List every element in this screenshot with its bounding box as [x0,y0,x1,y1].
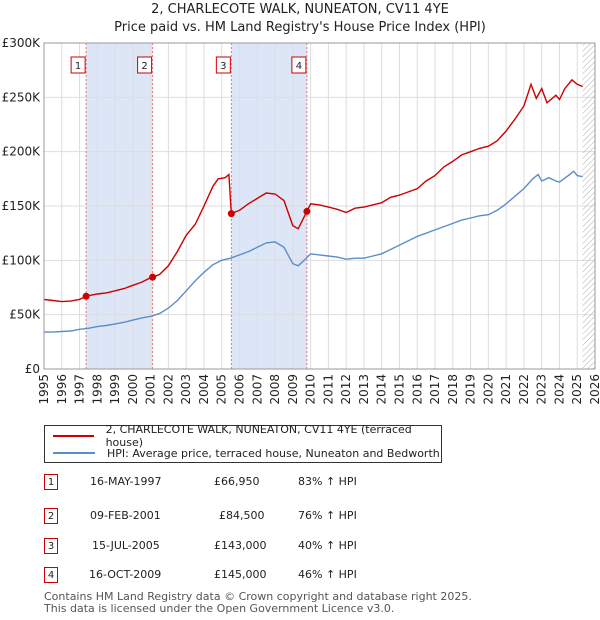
transaction-point [227,210,235,218]
legend-swatch-property [53,435,94,437]
transaction-marker: 3 [44,538,58,554]
series-property-line [43,78,583,303]
transaction-date: 09-FEB-2001 [90,509,161,522]
x-tick-label: 2016 [410,374,424,405]
transaction-price: £143,000 [214,539,267,552]
transaction-hpi: 46% ↑ HPI [298,568,357,581]
x-tick-label: 1996 [55,374,69,405]
transaction-label-box [137,56,153,74]
x-tick-label: 2023 [535,374,549,405]
chart-subtitle: Price paid vs. HM Land Registry's House … [114,20,486,35]
y-tick-label: £200K [2,145,42,159]
x-tick-label: 2021 [499,374,513,405]
plot-frame [43,42,596,370]
x-tick-label: 2022 [517,374,531,405]
x-tick-label: 2019 [464,374,478,405]
price-chart: 1 2 3 4 £0 £50K £100K £150K £200K £250K £300K 1995 1… [2,36,600,405]
x-tick-label: 2025 [570,374,584,405]
future-region [582,43,595,369]
transaction-label: 4 [296,61,302,72]
y-tick-label: £150K [2,199,42,213]
footer-copyright: Contains HM Land Registry data © Crown c… [44,590,472,603]
transaction-label-box [215,56,231,74]
transaction-date: 16-OCT-2009 [89,568,162,581]
x-tick-label: 2005 [215,374,229,405]
transaction-hpi: 76% ↑ HPI [298,509,357,522]
x-tick-label: 2014 [375,374,389,405]
transaction-label-box [291,56,307,74]
transaction-hpi: 83% ↑ HPI [298,475,357,488]
x-tick-label: 2009 [286,374,300,405]
legend-label-property: 2, CHARLECOTE WALK, NUNEATON, CV11 4YE (… [105,423,412,449]
transaction-point [82,292,90,300]
transaction-label-box [70,56,86,74]
transaction-date: 16-MAY-1997 [90,475,162,488]
x-tick-label: 2013 [357,374,371,405]
legend-item-hpi: HPI: Average price, terraced house, Nune… [53,445,440,461]
y-tick-label: £300K [2,36,42,50]
x-tick-label: 2000 [126,374,140,405]
chart-title: 2, CHARLECOTE WALK, NUNEATON, CV11 4YE [151,2,449,17]
x-tick-label: 1995 [37,374,51,405]
transaction-label: 3 [220,61,226,72]
x-tick-label: 2024 [552,374,566,405]
x-tick-label: 1998 [90,374,104,405]
transaction-point [303,207,311,215]
transaction-label: 1 [75,61,81,72]
x-tick-label: 2026 [588,374,600,405]
x-tick-label: 2020 [481,374,495,405]
chart-legend: 2, CHARLECOTE WALK, NUNEATON, CV11 4YE (… [44,423,442,463]
x-tick-label: 2008 [268,374,282,405]
x-tick-label: 2002 [161,374,175,405]
transaction-label: 2 [141,61,147,72]
footer-license: This data is licensed under the Open Gov… [44,602,395,615]
x-tick-label: 2004 [197,374,211,405]
x-tick-label: 1999 [108,374,122,405]
legend-swatch-hpi [53,452,95,454]
x-tick-label: 2007 [250,374,264,405]
x-tick-label: 2018 [446,374,460,405]
transaction-point [149,273,157,281]
transaction-marker: 4 [44,567,58,583]
legend-label-hpi: HPI: Average price, terraced house, Nune… [107,446,440,460]
x-tick-label: 2010 [304,374,318,405]
y-tick-label: £50K [9,308,41,322]
transaction-date: 15-JUL-2005 [92,539,160,552]
x-tick-label: 2011 [321,374,335,405]
legend-item-property: 2, CHARLECOTE WALK, NUNEATON, CV11 4YE (… [53,423,441,449]
transaction-price: £145,000 [214,568,267,581]
x-tick-label: 2015 [392,374,406,405]
x-tick-label: 2017 [428,374,442,405]
series-hpi-line [44,170,583,333]
transaction-marker: 1 [44,474,58,490]
transaction-hpi: 40% ↑ HPI [298,539,357,552]
x-tick-label: 2003 [179,374,193,405]
x-tick-label: 1997 [73,374,87,405]
x-tick-label: 2001 [144,374,158,405]
y-tick-label: £100K [2,253,42,267]
y-tick-label: £250K [2,90,42,104]
x-tick-label: 2012 [339,374,353,405]
transaction-price: £84,500 [219,509,265,522]
x-tick-label: 2006 [233,374,247,405]
transaction-price: £66,950 [214,475,260,488]
transaction-marker: 2 [44,508,58,524]
y-tick-label: £0 [25,362,40,376]
